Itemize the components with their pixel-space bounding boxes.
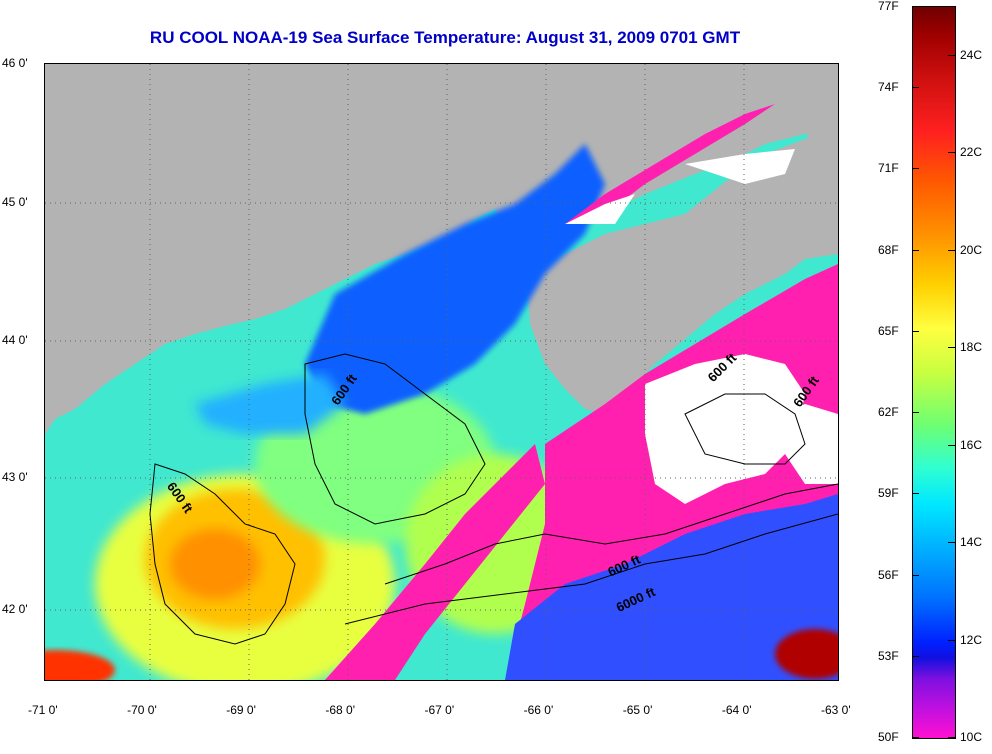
x-tick-label: -71 0' (28, 703, 58, 717)
colorbar-celsius-label: 24C (960, 47, 983, 62)
colorbar-celsius-label: 20C (960, 242, 983, 257)
colorbar-tick (912, 168, 919, 170)
colorbar-tick (912, 737, 919, 738)
graticule (45, 64, 838, 680)
colorbar-tick (912, 249, 919, 251)
colorbar-fahrenheit-label: 53F (878, 648, 899, 663)
colorbar-tick (948, 737, 955, 738)
x-tick-label: -66 0' (523, 703, 554, 717)
colorbar-fahrenheit-label: 68F (878, 242, 899, 257)
colorbar-tick (948, 54, 955, 56)
map-title: RU COOL NOAA-19 Sea Surface Temperature:… (149, 28, 741, 47)
colorbar-tick (948, 542, 955, 544)
temperature-colorbar (912, 6, 956, 739)
colorbar-tick (912, 87, 919, 89)
x-tick-label: -65 0' (622, 703, 653, 717)
colorbar-fahrenheit-label: 62F (878, 405, 899, 420)
cold-water-band (195, 144, 605, 434)
y-tick-label: 43 0' (2, 470, 28, 484)
colorbar-fahrenheit-label: 71F (878, 161, 899, 176)
x-tick-label: -67 0' (424, 703, 455, 717)
colorbar-tick (948, 444, 955, 446)
x-tick-label: -70 0' (127, 703, 157, 717)
colorbar-celsius-label: 12C (960, 632, 983, 647)
colorbar-tick (912, 655, 919, 657)
colorbar-tick (948, 249, 955, 251)
colorbar-celsius-label: 10C (960, 730, 983, 744)
x-tick-label: -64 0' (721, 703, 752, 717)
colorbar-tick (948, 152, 955, 154)
colorbar-celsius-label: 14C (960, 535, 983, 550)
colorbar-celsius-label: 16C (960, 437, 983, 452)
colorbar-tick (948, 639, 955, 641)
sst-map-canvas (45, 64, 838, 680)
y-tick-label: 44 0' (2, 333, 28, 347)
colorbar-fahrenheit-label: 56F (878, 567, 899, 582)
y-tick-label: 45 0' (2, 195, 28, 209)
colorbar-fahrenheit-label: 77F (878, 0, 899, 13)
colorbar-tick (912, 412, 919, 414)
x-tick-label: -68 0' (325, 703, 356, 717)
colorbar-tick (912, 574, 919, 576)
y-tick-label: 42 0' (2, 602, 28, 616)
colorbar-fahrenheit-label: 50F (878, 730, 899, 744)
warm-patch-southeast (45, 629, 838, 680)
x-tick-label: -63 0' (821, 703, 851, 717)
colorbar-tick (948, 347, 955, 349)
colorbar-tick (912, 6, 919, 7)
colorbar-fahrenheit-label: 65F (878, 323, 899, 338)
colorbar-tick (912, 330, 919, 332)
bathymetry-contours (149, 353, 838, 645)
colorbar-fahrenheit-label: 59F (878, 486, 899, 501)
colorbar-celsius-label: 18C (960, 340, 983, 355)
sst-map[interactable]: 600 ft 600 ft 600 ft 600 ft 600 ft 6000 … (44, 63, 839, 681)
colorbar-tick (912, 493, 919, 495)
colorbar-fahrenheit-label: 74F (878, 80, 899, 95)
x-tick-label: -69 0' (226, 703, 256, 717)
colorbar-celsius-label: 22C (960, 145, 983, 160)
cloud-cover (565, 149, 838, 504)
y-tick-label: 46 0' (2, 56, 28, 70)
